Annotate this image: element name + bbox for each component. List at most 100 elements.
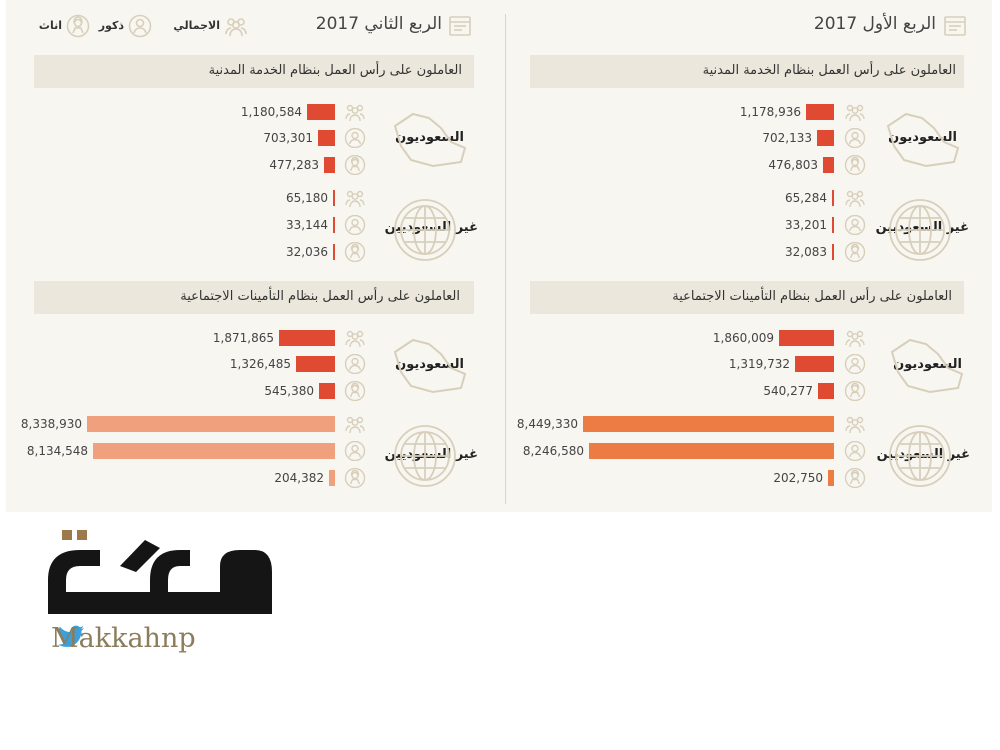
female-icon: [844, 242, 866, 262]
male-icon: [344, 128, 366, 148]
group-people-icon: [345, 330, 365, 348]
female-icon: [344, 242, 366, 262]
q2-cs-value-label: 32,036: [286, 245, 328, 259]
q2-si-bar: [319, 383, 335, 399]
twitter-bird-icon: [58, 625, 84, 647]
makkah-logo: [48, 530, 272, 614]
male-icon: [344, 215, 366, 235]
q1-cs-value-label: 33,201: [785, 218, 827, 232]
q1-si-value-label: 1,860,009: [712, 331, 774, 345]
q1-civil-band: العاملون على رأس العمل بنظام الخدمة المد…: [530, 55, 964, 88]
q2-cs-bar: [333, 217, 335, 233]
group-people-icon: [345, 416, 365, 434]
globe-gear-icon: [889, 199, 951, 261]
q2-si-bar: [87, 416, 335, 432]
saudi-map-icon: [393, 338, 467, 394]
q1-cs-value-label: 1,178,936: [739, 105, 801, 119]
q2-si-value-label: 8,338,930: [20, 417, 82, 431]
female-icon: [844, 381, 866, 401]
q2-cs-value-label: 33,144: [286, 218, 328, 232]
q2-si-value-label: 545,380: [264, 384, 314, 398]
q1-si-bar: [818, 383, 834, 399]
q2-civil-band: العاملون على رأس العمل بنظام الخدمة المد…: [34, 55, 474, 88]
q1-cs-bar: [832, 244, 834, 260]
q1-si-value-label: 540,277: [763, 384, 813, 398]
q2-si-value-label: 8,134,548: [26, 444, 88, 458]
group-people-icon: [345, 190, 365, 208]
male-icon: [844, 441, 866, 461]
q2-cs-bar: [318, 130, 335, 146]
male-icon: [128, 14, 152, 38]
saudi-map-icon: [886, 112, 960, 168]
legend-males-label: ذكور: [98, 19, 124, 32]
female-icon: [344, 155, 366, 175]
q2-si-value-label: 204,382: [274, 471, 324, 485]
q1-cs-value-label: 32,083: [785, 245, 827, 259]
q1-si-bar: [779, 330, 834, 346]
q2-title: الربع الثاني 2017: [315, 14, 442, 34]
group-people-icon: [845, 416, 865, 434]
male-icon: [344, 354, 366, 374]
q1-social-saudi-label: السعوديون: [893, 357, 962, 372]
q1-cs-value-label: 65,284: [785, 191, 827, 205]
q1-cs-bar: [823, 157, 834, 173]
female-icon: [844, 468, 866, 488]
legend-total: الاجمالي: [151, 14, 256, 38]
group-people-icon: [225, 18, 247, 37]
group-people-icon: [845, 190, 865, 208]
legend-females-label: اناث: [38, 19, 62, 32]
globe-gear-icon: [394, 425, 456, 487]
q2-social-band: العاملون على رأس العمل بنظام التأمينات ا…: [34, 281, 474, 314]
q1-civil-title: العاملون على رأس العمل بنظام الخدمة المد…: [702, 63, 956, 78]
q2-cs-bar: [307, 104, 335, 120]
q1-si-bar: [583, 416, 834, 432]
q1-si-value-label: 8,449,330: [516, 417, 578, 431]
q1-civil-saudi-label: السعوديون: [888, 130, 957, 145]
q1-si-bar: [795, 356, 834, 372]
female-icon: [344, 381, 366, 401]
q1-si-bar: [828, 470, 834, 486]
globe-gear-icon: [889, 425, 951, 487]
legend-females: اناث: [34, 14, 96, 38]
q2-si-bar: [296, 356, 335, 372]
q2-civil-title: العاملون على رأس العمل بنظام الخدمة المد…: [208, 63, 462, 78]
q1-social-title: العاملون على رأس العمل بنظام التأمينات ا…: [672, 289, 952, 304]
q2-si-value-label: 1,871,865: [212, 331, 274, 345]
calendar-icon: [449, 16, 471, 36]
q2-cs-value-label: 703,301: [263, 131, 313, 145]
q1-civil-nonsaudi-label: غير السعوديين: [875, 220, 969, 235]
q1-si-value-label: 8,246,580: [522, 444, 584, 458]
q1-si-value-label: 202,750: [773, 471, 823, 485]
male-icon: [844, 128, 866, 148]
saudi-map-icon: [393, 112, 467, 168]
q2-social-title: العاملون على رأس العمل بنظام التأمينات ا…: [180, 289, 460, 304]
male-icon: [844, 215, 866, 235]
q1-title: الربع الأول 2017: [813, 14, 936, 34]
q2-si-bar: [279, 330, 335, 346]
q1-si-value-label: 1,319,732: [728, 357, 790, 371]
female-icon: [66, 14, 90, 38]
q2-cs-bar: [333, 190, 335, 206]
q1-social-nonsaudi-label: غير السعوديين: [876, 447, 970, 462]
female-icon: [344, 468, 366, 488]
q1-cs-value-label: 702,133: [762, 131, 812, 145]
legend-total-label: الاجمالي: [173, 19, 220, 32]
q2-cs-bar: [324, 157, 335, 173]
legend-males: ذكور: [92, 14, 160, 38]
q1-cs-value-label: 476,803: [768, 158, 818, 172]
male-icon: [844, 354, 866, 374]
group-people-icon: [845, 330, 865, 348]
calendar-icon: [944, 16, 966, 36]
q2-cs-value-label: 477,283: [269, 158, 319, 172]
infographic-panel: الاجمالي ذكور اناث الربع الثاني 2017 الر…: [6, 0, 992, 512]
q2-cs-value-label: 65,180: [286, 191, 328, 205]
group-people-icon: [345, 104, 365, 122]
q2-civil-saudi-label: السعوديون: [395, 130, 464, 145]
q1-cs-bar: [817, 130, 834, 146]
q1-si-bar: [589, 443, 834, 459]
group-people-icon: [845, 104, 865, 122]
globe-gear-icon: [394, 199, 456, 261]
q2-cs-value-label: 1,180,584: [240, 105, 302, 119]
female-icon: [844, 155, 866, 175]
saudi-map-icon: [890, 338, 964, 394]
